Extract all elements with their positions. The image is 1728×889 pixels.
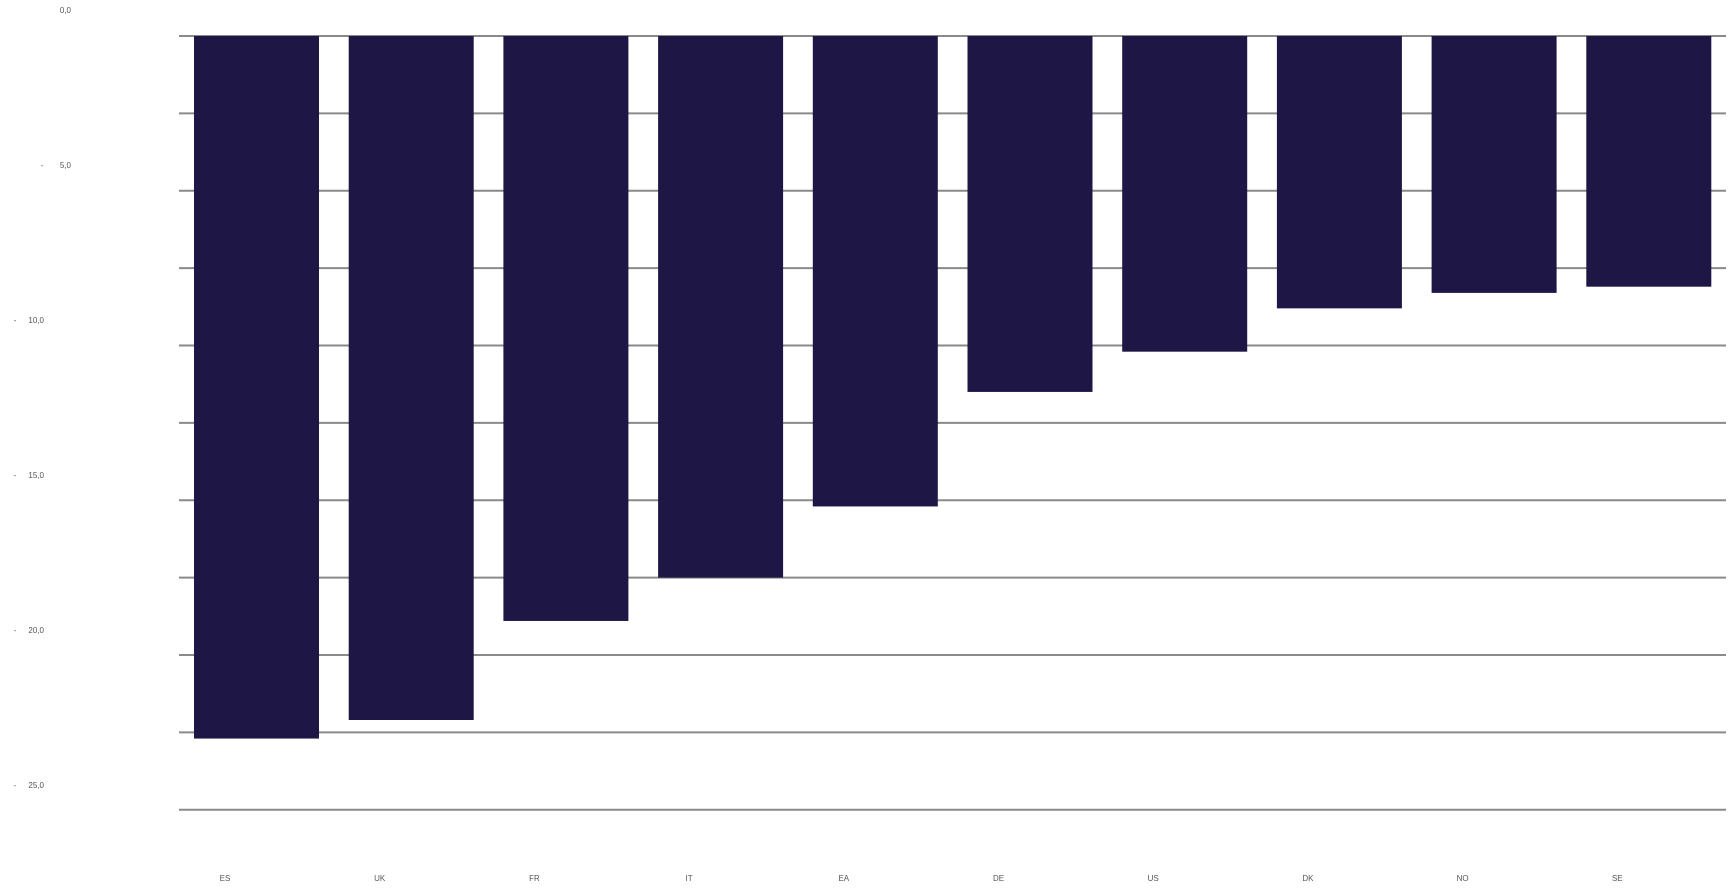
x-axis-categories: ES UK FR IT EA DE US DK NO SE bbox=[220, 874, 1623, 883]
x-category-label-it: IT bbox=[686, 874, 693, 883]
bar-no bbox=[1431, 36, 1557, 293]
x-category-label-fr: FR bbox=[529, 874, 540, 883]
bar-se bbox=[1586, 36, 1712, 287]
bar-uk bbox=[348, 36, 474, 720]
x-category-label-es: ES bbox=[220, 874, 231, 883]
y-tick-mark: - bbox=[14, 781, 17, 790]
x-category-label-uk: UK bbox=[374, 874, 386, 883]
y-tick-mark: - bbox=[14, 626, 17, 635]
y-tick-mark: - bbox=[41, 161, 44, 170]
x-category-label-no: NO bbox=[1457, 874, 1469, 883]
y-tick-label: 10,0 bbox=[28, 316, 44, 325]
x-category-label-dk: DK bbox=[1302, 874, 1314, 883]
y-axis-ticks: 0,0 - 5,0 - 10,0 - 15,0 - 20,0 - 25,0 bbox=[14, 6, 72, 790]
bar-dk bbox=[1276, 36, 1402, 309]
bar-it bbox=[658, 36, 784, 578]
y-tick-mark: - bbox=[14, 316, 17, 325]
y-tick-label: 20,0 bbox=[28, 626, 44, 635]
bar-ea bbox=[812, 36, 938, 507]
y-tick-label: 5,0 bbox=[60, 161, 72, 170]
bar-fr bbox=[503, 36, 629, 621]
x-category-label-se: SE bbox=[1612, 874, 1623, 883]
y-tick-mark: - bbox=[14, 471, 17, 480]
bar-es bbox=[194, 36, 319, 739]
bar-us bbox=[1122, 36, 1248, 352]
bars bbox=[194, 36, 1712, 739]
x-category-label-de: DE bbox=[993, 874, 1004, 883]
y-tick-label: 15,0 bbox=[28, 471, 44, 480]
bar-de bbox=[967, 36, 1093, 392]
x-category-label-us: US bbox=[1148, 874, 1159, 883]
x-category-label-ea: EA bbox=[838, 874, 849, 883]
y-tick-label: 25,0 bbox=[28, 781, 44, 790]
y-tick-label: 0,0 bbox=[60, 6, 72, 15]
